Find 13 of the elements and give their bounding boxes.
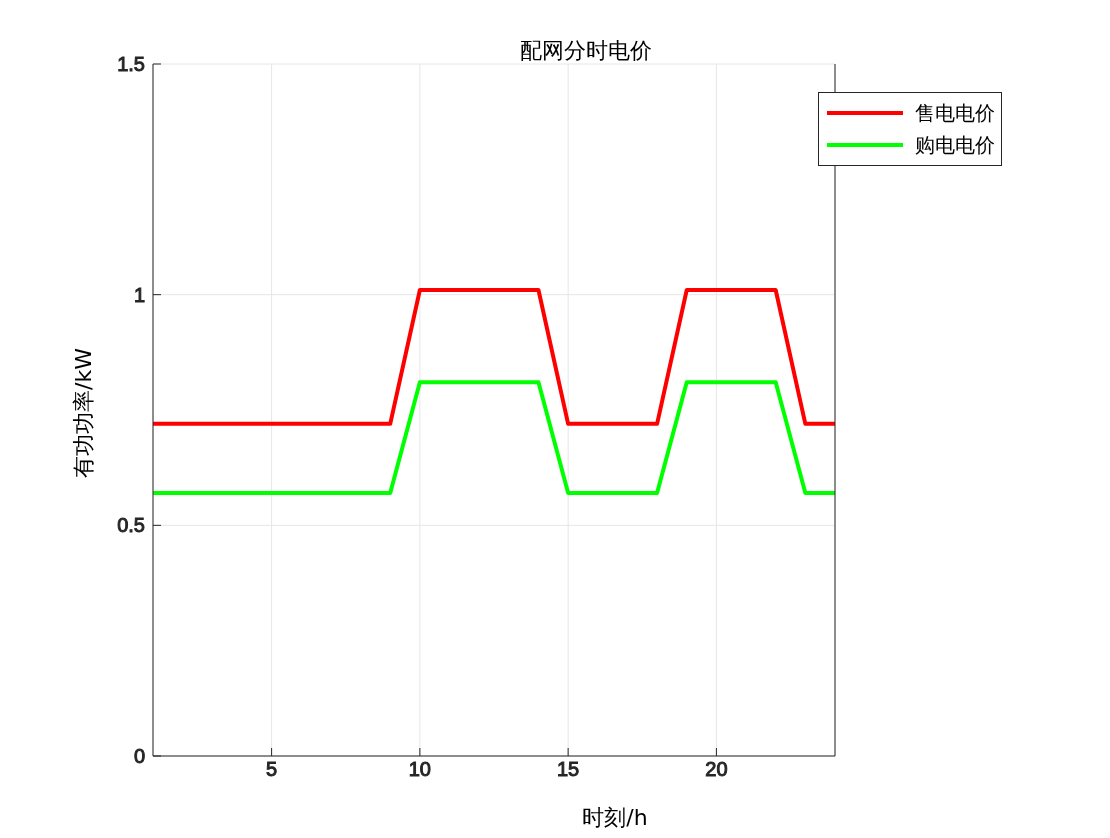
y-tick-label: 1.5 <box>117 53 145 76</box>
x-tick-label: 10 <box>408 758 431 781</box>
x-axis-title: 时刻/h <box>581 804 649 832</box>
y-axis-title: 有功功率/kW <box>70 348 97 478</box>
legend-label: 购电电价 <box>915 132 995 159</box>
x-tick-label: 5 <box>266 758 278 781</box>
x-tick-label: 15 <box>557 758 580 781</box>
y-tick-label: 1 <box>133 283 145 306</box>
x-tick-label: 20 <box>705 758 728 781</box>
y-tick-label: 0 <box>133 745 145 768</box>
chart-title: 配网分时电价 <box>519 37 653 65</box>
y-tick-label: 0.5 <box>117 514 145 537</box>
legend-label: 售电电价 <box>915 100 995 127</box>
